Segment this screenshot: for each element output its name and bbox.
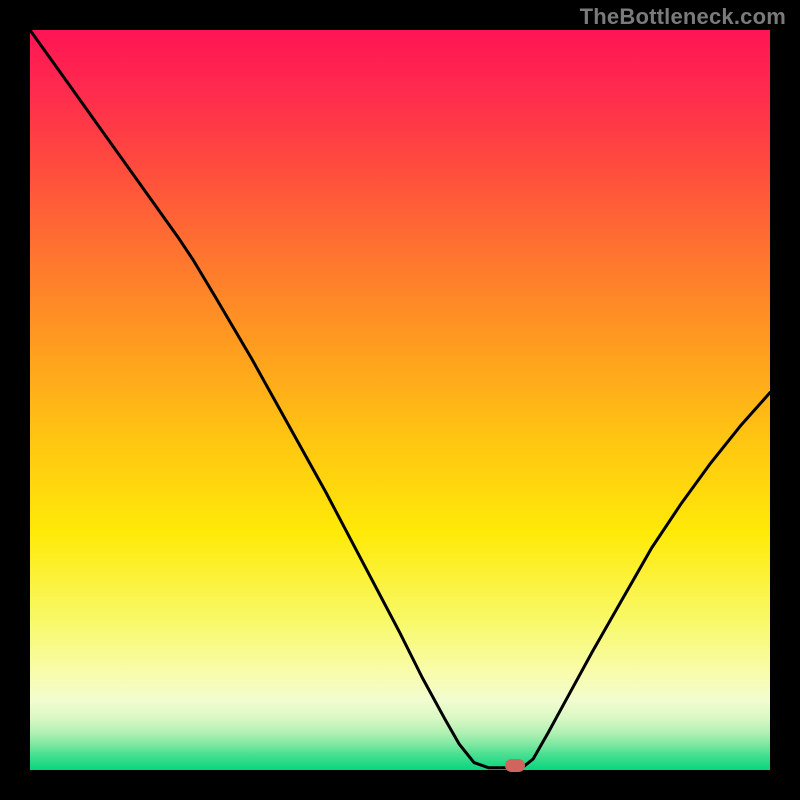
chart-frame: { "meta": { "watermark": "TheBottleneck.… (0, 0, 800, 800)
plot-svg (30, 30, 770, 770)
gradient-background (30, 30, 770, 770)
min-marker (505, 759, 525, 772)
plot-area (30, 30, 770, 770)
watermark: TheBottleneck.com (580, 4, 786, 30)
